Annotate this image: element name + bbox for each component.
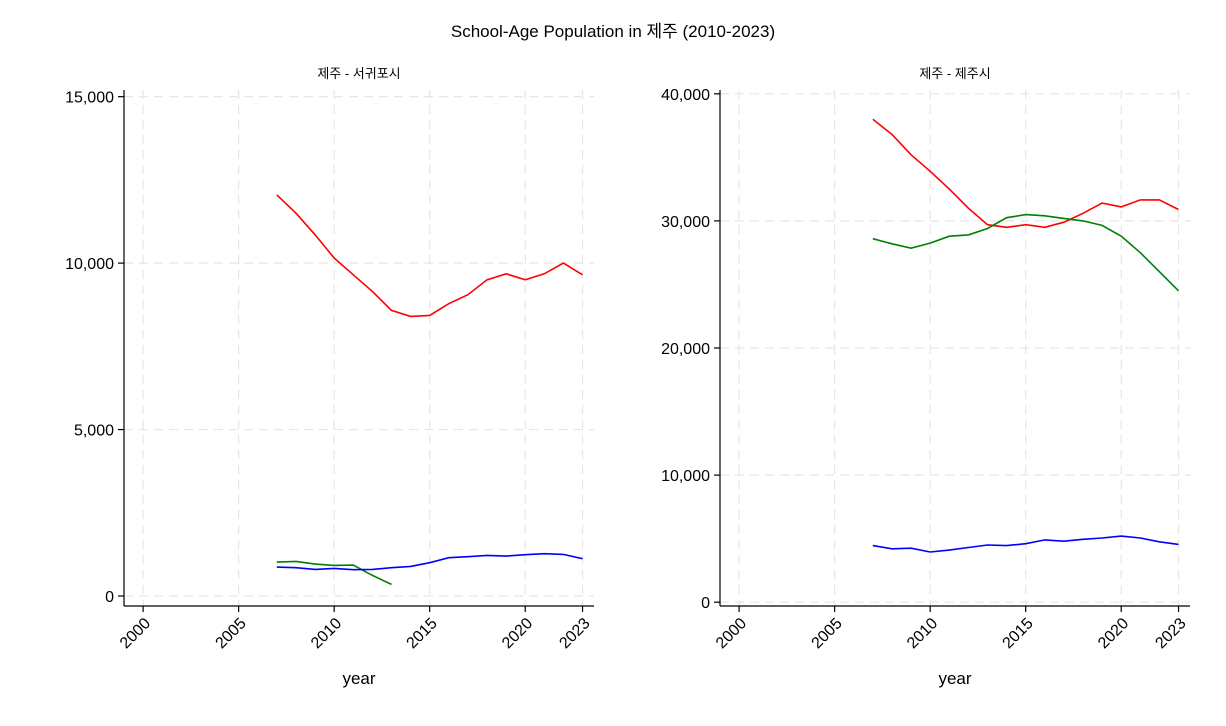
x-tick-label: 2010 bbox=[904, 615, 941, 652]
panel-title: 제주 - 서귀포시 bbox=[317, 66, 400, 81]
figure-title: School-Age Population in 제주 (2010-2023) bbox=[451, 22, 775, 41]
y-tick-label: 15,000 bbox=[65, 90, 114, 107]
series-line-2 bbox=[872, 535, 1179, 553]
y-tick-label: 0 bbox=[701, 595, 710, 612]
panel-seogwipo: 제주 - 서귀포시 0 5,000 10,000 15,000 2000 2005 2010 2… bbox=[65, 66, 594, 688]
y-tick-label: 30,000 bbox=[661, 214, 710, 231]
x-tick-label: 2005 bbox=[809, 615, 846, 652]
y-tick-label: 5,000 bbox=[74, 423, 114, 440]
x-tick-label: 2020 bbox=[1095, 615, 1132, 652]
x-tick-label: 2000 bbox=[117, 615, 154, 652]
series-line-0 bbox=[872, 118, 1179, 229]
x-tick-label: 2023 bbox=[556, 615, 593, 652]
y-tick-label: 10,000 bbox=[65, 256, 114, 273]
x-tick-label: 2015 bbox=[404, 615, 441, 652]
x-axis-label: year bbox=[342, 669, 375, 688]
x-tick-label: 2010 bbox=[308, 615, 345, 652]
series-line-1 bbox=[276, 560, 392, 586]
x-tick-label: 2023 bbox=[1152, 615, 1189, 652]
panel-title: 제주 - 제주시 bbox=[919, 66, 990, 81]
series-line-2 bbox=[276, 552, 583, 571]
panel-jeju-si: 제주 - 제주시 0 10,000 20,000 30,000 40,000 2000 200… bbox=[661, 66, 1190, 688]
series-line-1 bbox=[872, 213, 1180, 292]
y-tick-label: 10,000 bbox=[661, 468, 710, 485]
series-line-0 bbox=[276, 194, 583, 318]
x-tick-label: 2015 bbox=[1000, 615, 1037, 652]
y-tick-label: 20,000 bbox=[661, 341, 710, 358]
x-axis-label: year bbox=[938, 669, 971, 688]
x-tick-label: 2005 bbox=[213, 615, 250, 652]
y-tick-label: 0 bbox=[105, 589, 114, 606]
y-tick-label: 40,000 bbox=[661, 87, 710, 104]
x-tick-label: 2000 bbox=[713, 615, 750, 652]
x-tick-label: 2020 bbox=[499, 615, 536, 652]
